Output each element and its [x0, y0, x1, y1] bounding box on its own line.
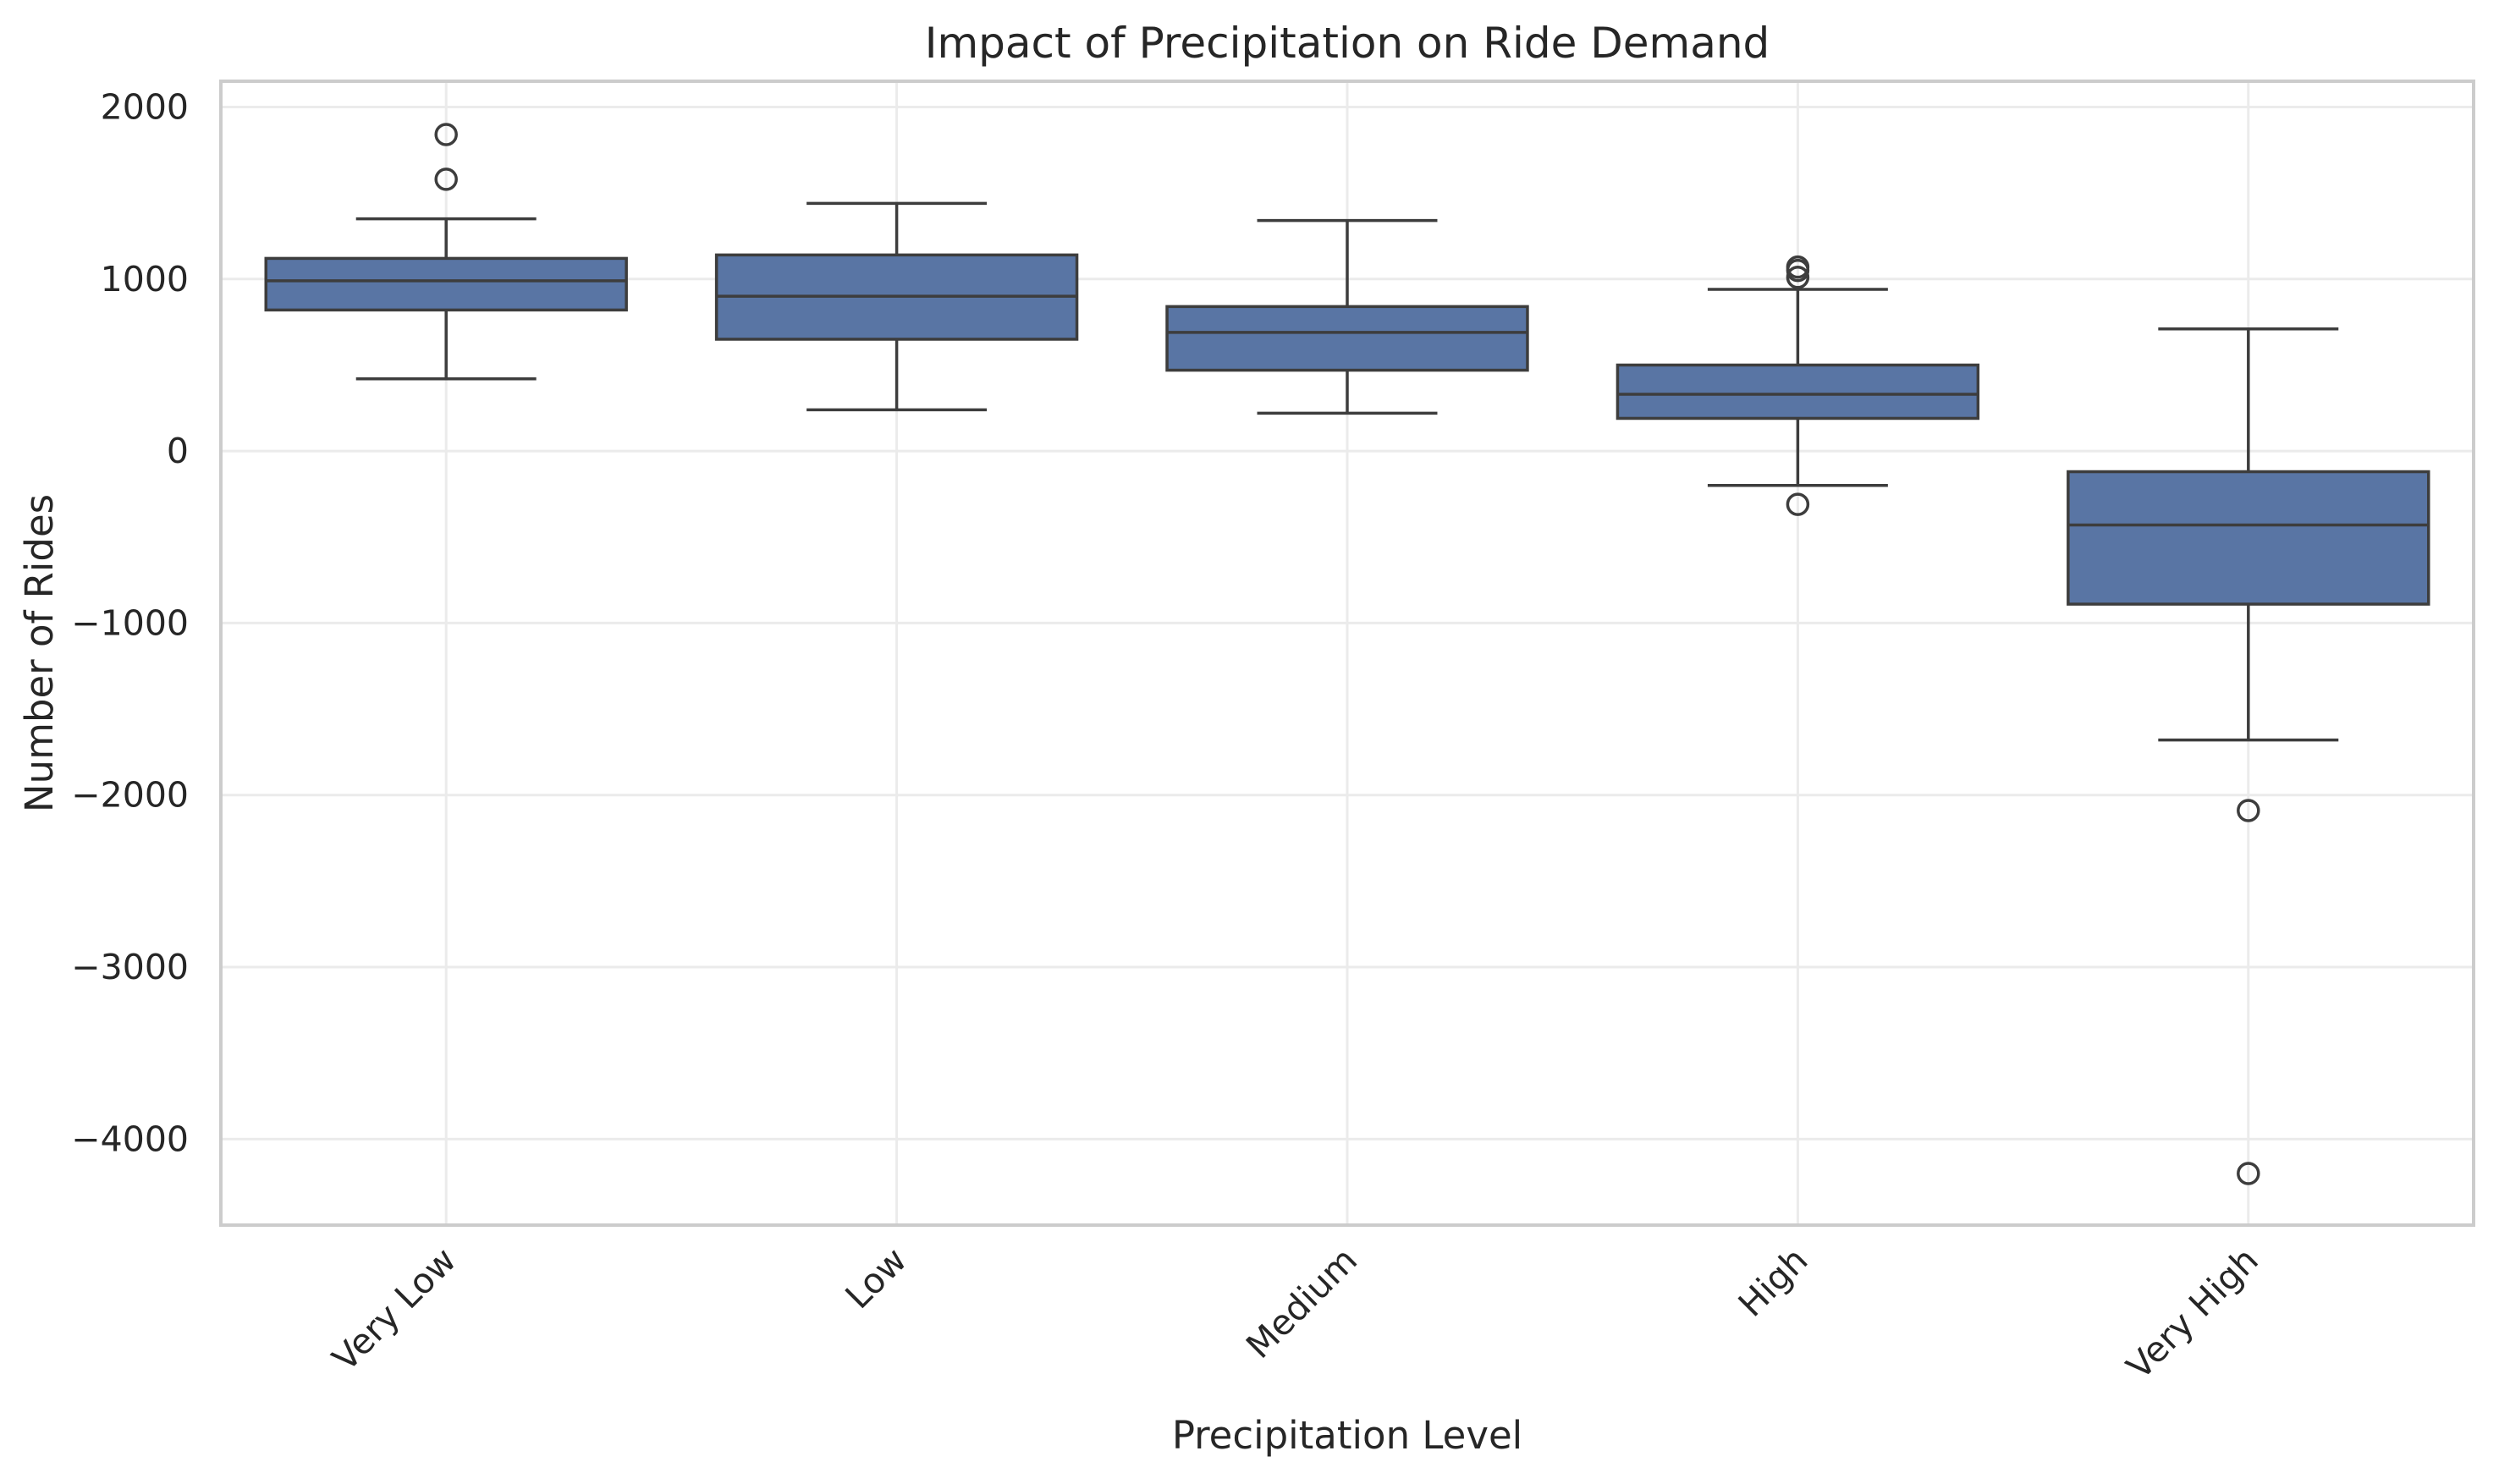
iqr-box [1165, 305, 1529, 372]
plot-frame [219, 80, 2475, 1227]
iqr-box [2067, 470, 2430, 606]
outlier-point [1786, 492, 1810, 516]
outlier-point [2237, 799, 2260, 822]
box-high [1616, 255, 1980, 516]
x-tick-label: Low [838, 1239, 915, 1316]
y-tick-label: −2000 [71, 775, 189, 816]
x-tick-labels: Very Low Low Medium High Very High [325, 1239, 2266, 1387]
box-very-low [264, 123, 628, 381]
y-tick-label: 1000 [101, 259, 189, 300]
y-tick-label: −4000 [71, 1118, 189, 1159]
box-low [714, 201, 1079, 412]
chart-title: Impact of Precipitation on Ride Demand [925, 19, 1770, 68]
box-very-high [2067, 327, 2430, 1185]
box-medium [1165, 218, 1529, 415]
box-layer [264, 123, 2430, 1185]
iqr-box [1616, 363, 1980, 420]
outlier-point [2237, 1162, 2260, 1185]
x-tick-label: High [1731, 1239, 1816, 1325]
outlier-point [434, 123, 458, 146]
outlier-point [1786, 258, 1810, 283]
y-tick-labels: 2000 1000 0 −1000 −2000 −3000 −4000 [71, 86, 189, 1159]
y-tick-label: −1000 [71, 602, 189, 643]
x-tick-label: Very High [2119, 1239, 2266, 1387]
y-tick-label: 2000 [101, 86, 189, 127]
y-tick-label: 0 [167, 431, 189, 471]
outlier-point [1786, 266, 1810, 289]
y-axis-label: Number of Rides [17, 494, 62, 812]
x-axis-label: Precipitation Level [1172, 1413, 1522, 1458]
iqr-box [264, 256, 628, 312]
outlier-point [434, 168, 458, 191]
y-tick-label: −3000 [71, 947, 189, 987]
x-tick-label: Medium [1238, 1239, 1365, 1366]
x-tick-label: Very Low [325, 1239, 465, 1379]
